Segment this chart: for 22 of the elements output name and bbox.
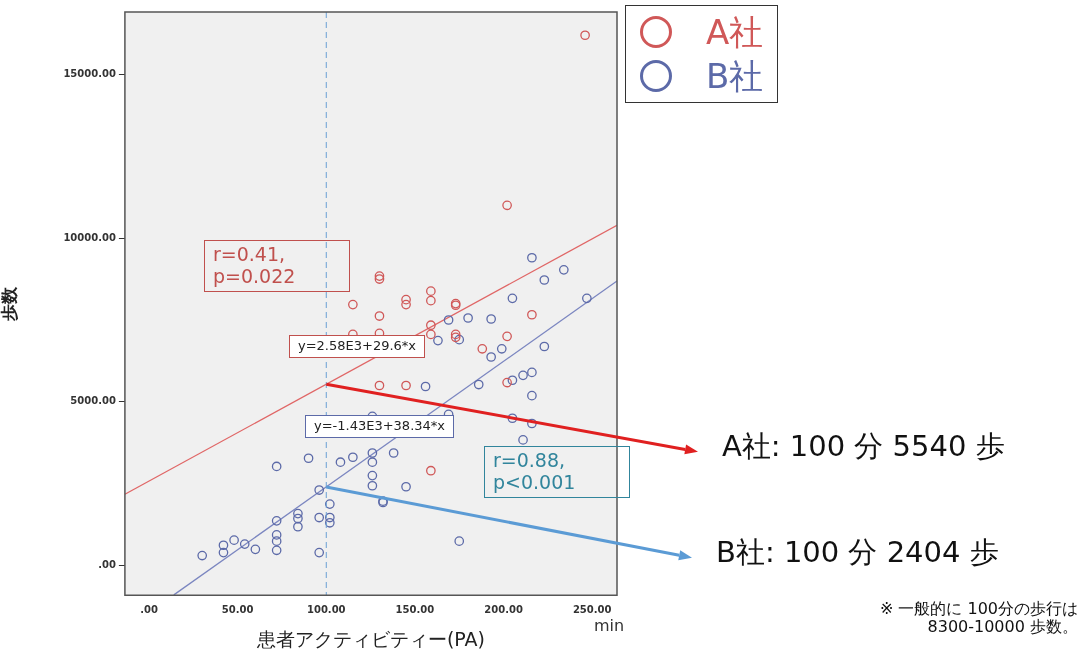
annotation: r=0.41, p=0.022 [204,240,350,292]
x-tick-label: 150.00 [395,603,435,615]
y-tick-label: 5000.00 [70,395,116,407]
annotation: B社: 100 分 2404 歩 [716,535,999,570]
annotation: A社: 100 分 5540 歩 [722,429,1005,464]
x-tick-label: 200.00 [484,603,523,615]
y-tick-label: .00 [98,559,116,571]
y-tick-label: 15000.00 [63,67,116,79]
legend-label: A社 [706,11,764,54]
annotation: y=-1.43E3+38.34*x [305,415,455,438]
annotation: r=0.88, p<0.001 [484,446,630,498]
x-tick-label: 250.00 [572,603,612,615]
y-tick-label: 10000.00 [63,231,116,243]
y-axis-title: 歩数 [0,285,19,322]
x-tick-label: .00 [140,603,158,615]
x-tick-label: 50.00 [221,603,254,615]
text: min [594,616,625,636]
legend-label: B社 [706,55,764,99]
text: ※ 一般的に 100分の歩行は 8300-10000 歩数。 [879,599,1078,637]
annotation: y=2.58E3+29.6*x [289,335,426,358]
x-axis-title: 患者アクティビティー(PA) [255,627,485,650]
x-tick-label: 100.00 [306,603,346,615]
